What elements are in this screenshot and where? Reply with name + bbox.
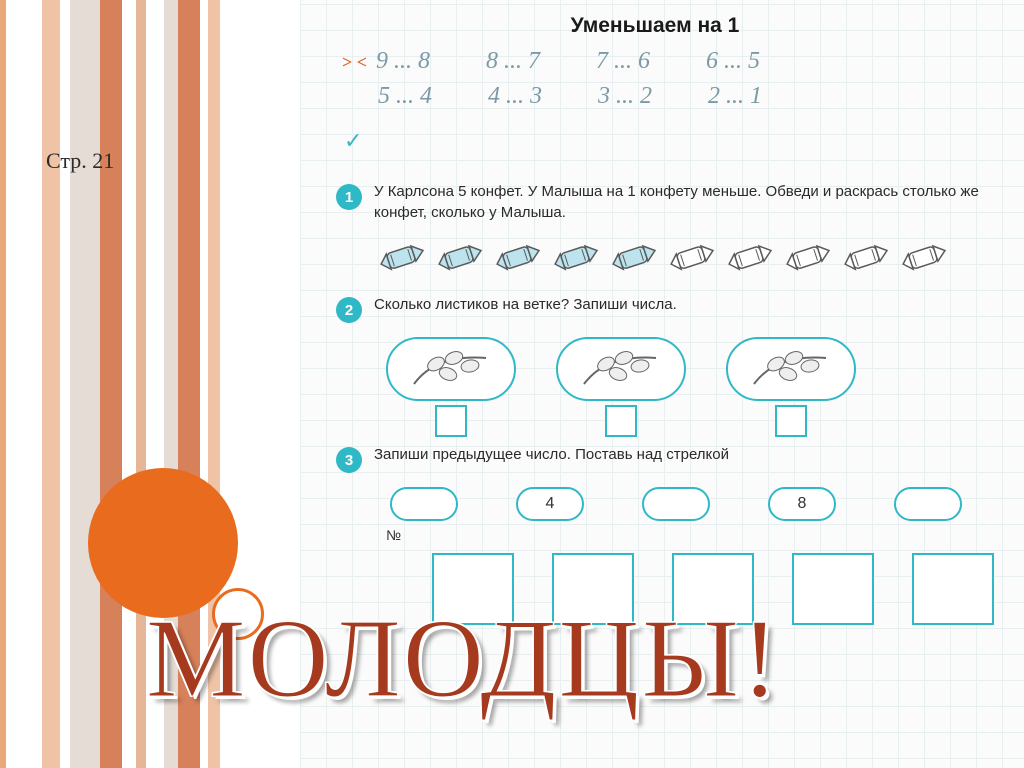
answer-box xyxy=(912,553,994,625)
number-oval xyxy=(642,487,710,521)
leaf-box xyxy=(386,337,516,401)
number-oval xyxy=(390,487,458,521)
candy-icon xyxy=(840,237,894,277)
task-1: 1 У Карлсона 5 конфет. У Малыша на 1 кон… xyxy=(336,182,994,223)
candy-icon xyxy=(492,237,546,277)
task-3: 3 Запиши предыдущее число. Поставь над с… xyxy=(336,445,994,473)
candy-icon xyxy=(608,237,662,277)
page-reference: Стр. 21 xyxy=(46,148,114,174)
compare-cell: 7 ... 6 xyxy=(596,48,650,75)
compare-cell: 8 ... 7 xyxy=(486,48,540,75)
number-sign: № xyxy=(386,527,994,543)
leaf-item xyxy=(386,337,516,437)
compare-block: > < 9 ... 8 8 ... 7 7 ... 6 6 ... 5 5 ..… xyxy=(342,48,994,110)
compare-cell: 2 ... 1 xyxy=(708,83,762,110)
compare-cell: 9 ... 8 xyxy=(376,48,430,75)
number-oval: 4 xyxy=(516,487,584,521)
leaf-item xyxy=(726,337,856,437)
checkmark-icon: ✓ xyxy=(344,128,994,154)
answer-box xyxy=(792,553,874,625)
compare-symbol: > < xyxy=(342,48,372,73)
answer-box xyxy=(605,405,637,437)
overlay-praise-text: МОЛОДЦЫ! xyxy=(146,595,780,724)
candy-icon xyxy=(666,237,720,277)
number-ovals: 48 xyxy=(390,487,994,521)
compare-cell: 5 ... 4 xyxy=(378,83,432,110)
task-number: 3 xyxy=(336,447,362,473)
leaf-row xyxy=(386,337,994,437)
leaf-box xyxy=(556,337,686,401)
task-2: 2 Сколько листиков на ветке? Запиши числ… xyxy=(336,295,994,323)
number-oval: 8 xyxy=(768,487,836,521)
compare-cell: 6 ... 5 xyxy=(706,48,760,75)
task-text: Запиши предыдущее число. Поставь над стр… xyxy=(374,445,994,473)
number-oval xyxy=(894,487,962,521)
candy-icon xyxy=(898,237,952,277)
candy-icon xyxy=(724,237,778,277)
candy-icon xyxy=(376,237,430,277)
candy-icon xyxy=(550,237,604,277)
answer-box xyxy=(775,405,807,437)
answer-box xyxy=(435,405,467,437)
candy-icon xyxy=(782,237,836,277)
compare-cell: 4 ... 3 xyxy=(488,83,542,110)
compare-cell: 3 ... 2 xyxy=(598,83,652,110)
candies-row xyxy=(376,237,994,277)
leaf-box xyxy=(726,337,856,401)
workbook-title: Уменьшаем на 1 xyxy=(316,14,994,38)
candy-icon xyxy=(434,237,488,277)
task-number: 1 xyxy=(336,184,362,210)
leaf-item xyxy=(556,337,686,437)
task-number: 2 xyxy=(336,297,362,323)
task-text: Сколько листиков на ветке? Запиши числа. xyxy=(374,295,994,323)
task-text: У Карлсона 5 конфет. У Малыша на 1 конфе… xyxy=(374,182,994,223)
